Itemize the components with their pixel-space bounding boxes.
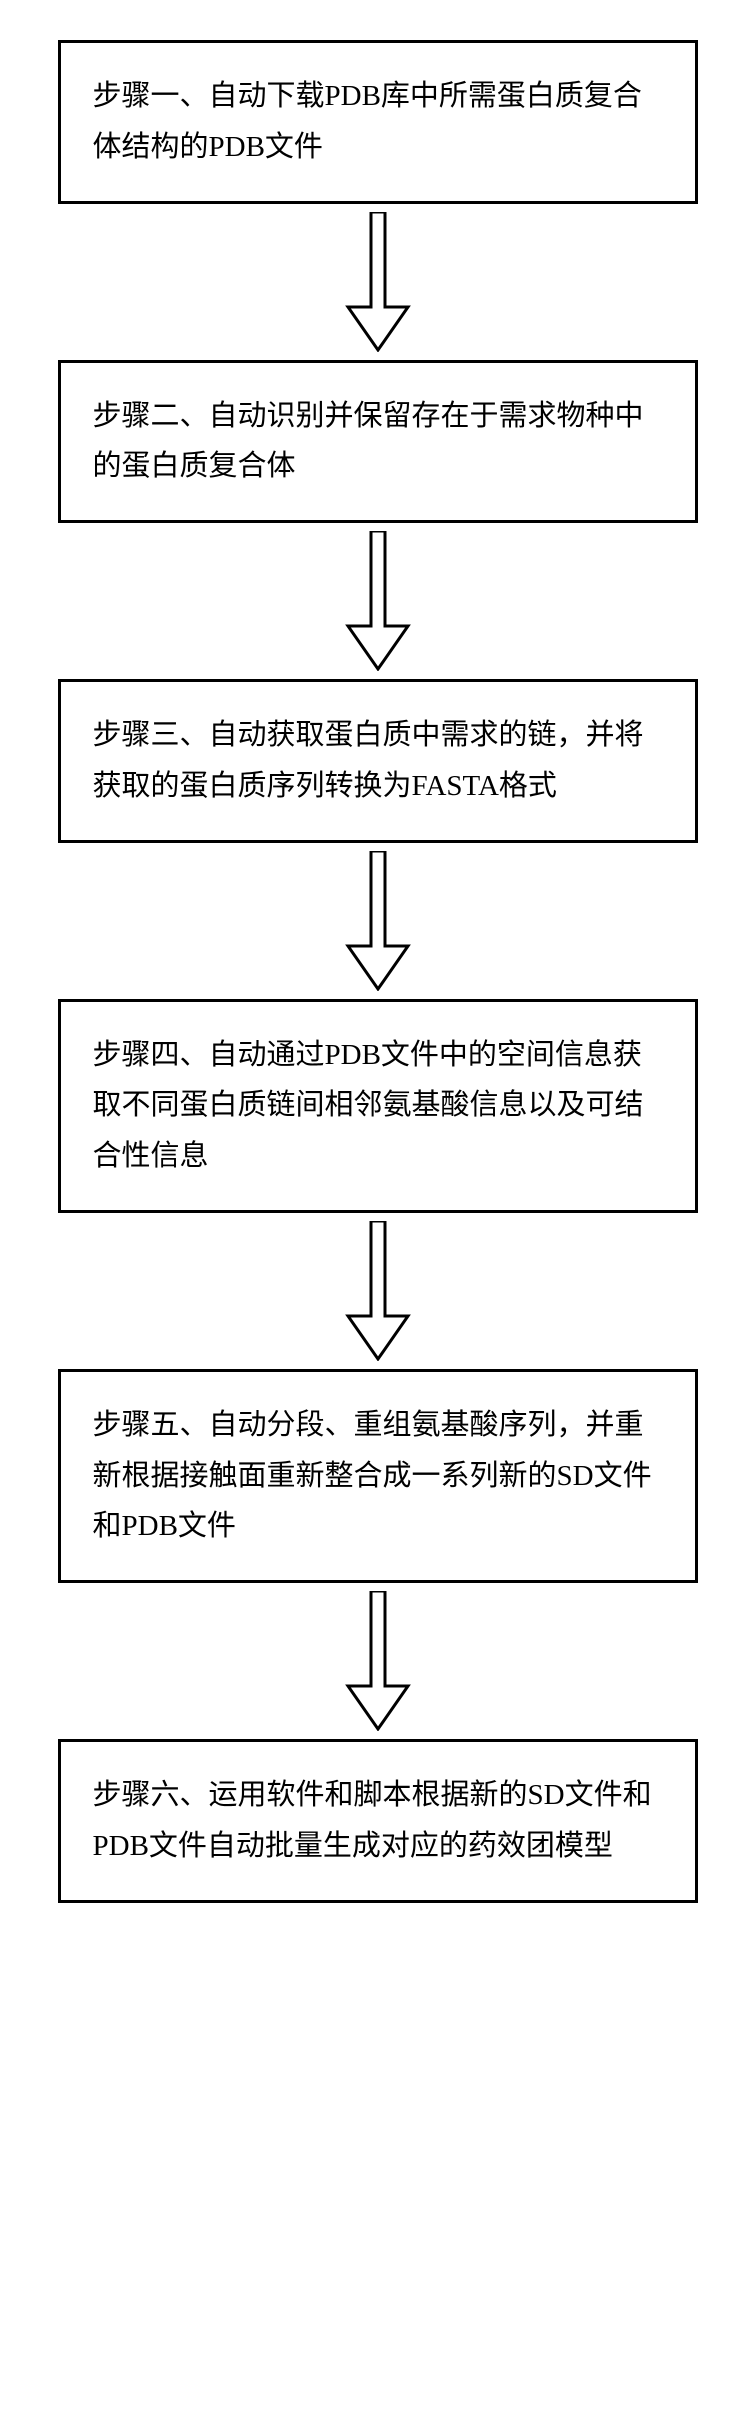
flow-arrow	[343, 212, 413, 352]
flowchart-container: 步骤一、自动下载PDB库中所需蛋白质复合体结构的PDB文件 步骤二、自动识别并保…	[58, 40, 698, 1903]
arrow-down-icon	[343, 212, 413, 352]
flow-step-text: 步骤四、自动通过PDB文件中的空间信息获取不同蛋白质链间相邻氨基酸信息以及可结合…	[93, 1039, 644, 1173]
flow-arrow	[343, 1591, 413, 1731]
arrow-down-icon	[343, 1591, 413, 1731]
flow-arrow	[343, 531, 413, 671]
flow-step-2: 步骤二、自动识别并保留存在于需求物种中的蛋白质复合体	[58, 360, 698, 524]
flow-step-3: 步骤三、自动获取蛋白质中需求的链，并将获取的蛋白质序列转换为FASTA格式	[58, 679, 698, 843]
flow-arrow	[343, 851, 413, 991]
flow-step-6: 步骤六、运用软件和脚本根据新的SD文件和PDB文件自动批量生成对应的药效团模型	[58, 1739, 698, 1903]
arrow-down-icon	[343, 1221, 413, 1361]
flow-step-text: 步骤五、自动分段、重组氨基酸序列，并重新根据接触面重新整合成一系列新的SD文件和…	[93, 1409, 652, 1543]
flow-step-text: 步骤三、自动获取蛋白质中需求的链，并将获取的蛋白质序列转换为FASTA格式	[93, 719, 644, 802]
flow-step-5: 步骤五、自动分段、重组氨基酸序列，并重新根据接触面重新整合成一系列新的SD文件和…	[58, 1369, 698, 1583]
flow-step-text: 步骤二、自动识别并保留存在于需求物种中的蛋白质复合体	[93, 400, 644, 483]
arrow-down-icon	[343, 531, 413, 671]
arrow-down-icon	[343, 851, 413, 991]
flow-step-1: 步骤一、自动下载PDB库中所需蛋白质复合体结构的PDB文件	[58, 40, 698, 204]
flow-step-4: 步骤四、自动通过PDB文件中的空间信息获取不同蛋白质链间相邻氨基酸信息以及可结合…	[58, 999, 698, 1213]
flow-step-text: 步骤六、运用软件和脚本根据新的SD文件和PDB文件自动批量生成对应的药效团模型	[93, 1779, 652, 1862]
flow-step-text: 步骤一、自动下载PDB库中所需蛋白质复合体结构的PDB文件	[93, 80, 642, 163]
flow-arrow	[343, 1221, 413, 1361]
